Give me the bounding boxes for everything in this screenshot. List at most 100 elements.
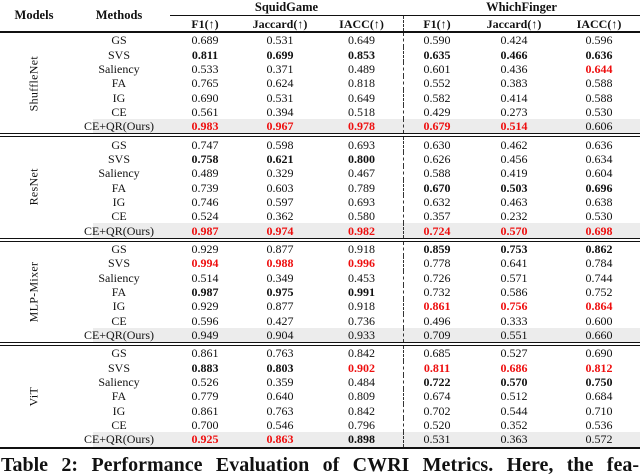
metric-value: 0.709 — [403, 327, 470, 343]
model-label: ViT — [26, 386, 41, 407]
table-body: ShuffleNet GS 0.689 0.531 0.649 0.590 0.424 0.5… — [0, 33, 640, 447]
metric-value: 0.640 — [266, 389, 294, 404]
metric-value: 0.684 — [585, 389, 613, 404]
model-section: ViT GS 0.861 0.763 0.842 0.685 0.527 0.690 SVS 0.… — [0, 346, 640, 447]
metric-value: 0.524 — [191, 209, 219, 224]
metric-value: 0.660 — [558, 327, 640, 343]
metric-value: 0.763 — [266, 403, 294, 418]
metric-value: 0.758 — [191, 151, 219, 166]
method-label: CE — [111, 209, 127, 224]
metric-value: 0.859 — [403, 241, 470, 257]
metric-value: 0.636 — [585, 47, 613, 62]
method-label: IG — [112, 299, 126, 314]
column-header-iacc-sg: IACC(↑) — [339, 16, 384, 31]
column-header-f1-sg: F1(↑) — [191, 16, 219, 31]
metric-value: 0.988 — [266, 256, 294, 271]
metric-value: 0.604 — [585, 166, 613, 181]
metric-value: 0.588 — [585, 76, 613, 91]
metric-value: 0.552 — [403, 76, 470, 91]
metric-value: 0.530 — [585, 104, 613, 119]
metric-value: 0.466 — [500, 47, 528, 62]
metric-value: 0.603 — [266, 180, 294, 195]
metric-value: 0.536 — [585, 418, 613, 433]
metric-value: 0.978 — [320, 119, 403, 134]
metric-value: 0.753 — [500, 241, 528, 256]
method-label: GS — [111, 346, 127, 361]
metric-value: 0.696 — [585, 180, 613, 195]
metric-value: 0.732 — [403, 284, 470, 300]
metric-value: 0.514 — [191, 270, 219, 285]
metric-value: 0.811 — [403, 360, 470, 375]
metric-value: 0.967 — [240, 119, 320, 134]
metric-value: 0.546 — [266, 418, 294, 433]
method-label: IG — [112, 403, 126, 418]
metric-value: 0.918 — [348, 241, 375, 256]
method-label: CE+QR(Ours) — [68, 223, 170, 238]
metric-value: 0.877 — [266, 299, 294, 314]
metric-value: 0.596 — [191, 313, 219, 328]
model-section: MLP-Mixer GS 0.929 0.877 0.918 0.859 0.753 0.86… — [0, 241, 640, 343]
metric-value: 0.582 — [403, 90, 470, 105]
metric-value: 0.429 — [403, 104, 470, 120]
metric-value: 0.527 — [500, 346, 528, 361]
metric-value: 0.596 — [585, 33, 613, 48]
metric-value: 0.987 — [170, 223, 240, 238]
method-label: SVS — [107, 47, 130, 62]
metric-value: 0.427 — [266, 313, 294, 328]
metric-value: 0.861 — [191, 403, 219, 418]
metric-value: 0.561 — [191, 104, 219, 119]
model-label: ResNet — [26, 169, 41, 207]
metric-value: 0.778 — [403, 256, 470, 271]
method-label: Saliency — [98, 270, 140, 285]
method-label: CE+QR(Ours) — [68, 119, 170, 134]
metric-value: 0.518 — [348, 104, 375, 119]
metric-value: 0.747 — [191, 137, 219, 152]
metric-value: 0.752 — [585, 285, 613, 300]
metric-value: 0.724 — [403, 223, 470, 238]
metric-value: 0.996 — [348, 256, 375, 271]
model-section: ShuffleNet GS 0.689 0.531 0.649 0.590 0.424 0.5… — [0, 33, 640, 134]
method-label: CE — [111, 104, 127, 119]
metric-value: 0.572 — [558, 432, 640, 447]
metric-value: 0.503 — [500, 180, 528, 195]
metric-value: 0.359 — [266, 375, 294, 390]
method-label: FA — [111, 285, 127, 300]
metric-value: 0.329 — [266, 166, 294, 181]
metric-value: 0.862 — [585, 241, 613, 256]
column-group-squidgame: SquidGame — [170, 0, 403, 16]
metric-value: 0.699 — [266, 47, 294, 62]
metric-value: 0.689 — [191, 33, 219, 48]
metric-value: 0.700 — [191, 418, 219, 433]
metric-value: 0.636 — [585, 137, 613, 152]
method-label: FA — [111, 180, 127, 195]
column-header-jaccard-wf: Jaccard(↑) — [486, 16, 542, 31]
metric-value: 0.765 — [191, 76, 219, 91]
metric-value: 0.863 — [240, 432, 320, 447]
method-label: SVS — [107, 360, 130, 375]
column-header-methods: Methods — [95, 8, 143, 23]
metric-value: 0.531 — [403, 432, 470, 447]
metric-value: 0.744 — [585, 270, 613, 285]
metric-value: 0.551 — [470, 327, 558, 343]
metric-value: 0.436 — [500, 61, 528, 76]
metric-value: 0.686 — [500, 360, 528, 375]
metric-value: 0.698 — [558, 223, 640, 238]
metric-value: 0.512 — [500, 389, 528, 404]
metric-value: 0.463 — [500, 194, 528, 209]
metric-value: 0.467 — [348, 166, 375, 181]
metric-value: 0.736 — [348, 313, 375, 328]
metric-value: 0.533 — [191, 61, 219, 76]
metric-value: 0.357 — [403, 209, 470, 224]
metric-value: 0.842 — [348, 403, 375, 418]
metric-value: 0.861 — [191, 346, 219, 361]
metric-value: 0.702 — [403, 403, 470, 418]
metric-value: 0.902 — [348, 360, 375, 375]
metric-value: 0.456 — [500, 151, 528, 166]
method-label: Saliency — [98, 166, 140, 181]
metric-value: 0.570 — [500, 375, 528, 390]
method-label: SVS — [107, 256, 130, 271]
metric-value: 0.520 — [403, 417, 470, 433]
metric-value: 0.756 — [500, 299, 528, 314]
metric-value: 0.531 — [266, 90, 294, 105]
metric-value: 0.630 — [403, 137, 470, 152]
